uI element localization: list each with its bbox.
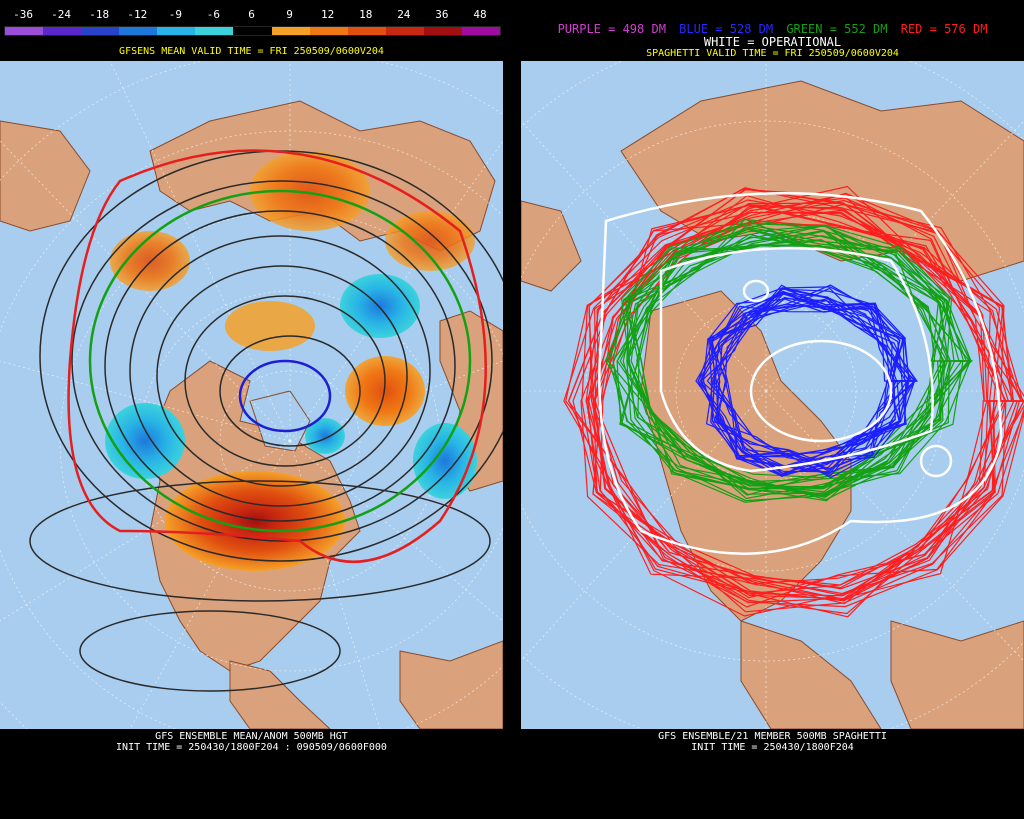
spaghetti-footer-title: GFS ENSEMBLE/21 MEMBER 500MB SPAGHETTI [658, 731, 887, 742]
legend-label: 48 [473, 8, 487, 21]
legend-swatch [195, 27, 234, 35]
anomaly-legend-labels: -36 -24 -18 -12 -9 -6 6 9 12 18 24 36 48 [4, 7, 499, 23]
legend-label: -9 [168, 8, 182, 21]
spaghetti-552-members [604, 218, 974, 503]
operational-key: WHITE = OPERATIONAL [703, 35, 842, 49]
spaghetti-map [521, 61, 1024, 729]
legend-swatch [271, 27, 310, 35]
legend-label: -18 [89, 8, 110, 21]
spaghetti-member-line [711, 287, 905, 477]
legend-swatch [43, 27, 82, 35]
spaghetti-member-line [592, 188, 1007, 615]
spaghetti-footer-init: INIT TIME = 250430/1800F204 [691, 742, 854, 753]
legend-swatch [5, 27, 44, 35]
spaghetti-member-line [563, 203, 1024, 586]
height-anomalies [105, 151, 477, 571]
spaghetti-member-line [568, 192, 985, 595]
legend-swatch [81, 27, 120, 35]
spaghetti-member-line [616, 230, 953, 479]
ensemble-mean-panel: -36 -24 -18 -12 -9 -6 6 9 12 18 24 36 48 GFSENS MEAN… [0, 0, 503, 819]
legend-label: 36 [435, 8, 449, 21]
legend-swatch [309, 27, 348, 35]
contour-key-blue: BLUE = 528 DM [679, 22, 774, 36]
contour-528 [238, 359, 332, 433]
legend-label: -24 [51, 8, 72, 21]
contour-key-red: RED = 576 DM [900, 22, 988, 36]
spaghetti-member-line [622, 224, 946, 496]
spaghetti-valid-time: SPAGHETTI VALID TIME = FRI 250509/0600V2… [646, 48, 899, 59]
spaghetti-member-line [572, 188, 1006, 604]
legend-label: -12 [127, 8, 148, 21]
spaghetti-member-line [711, 290, 901, 476]
spaghetti-member-line [620, 239, 972, 498]
legend-label: 18 [359, 8, 373, 21]
mean-footer-init: INIT TIME = 250430/1800F204 : 090509/060… [116, 742, 387, 753]
contour-key: PURPLE = 498 DM BLUE = 528 DM GREEN = 55… [521, 22, 1024, 36]
mean-footer-title: GFS ENSEMBLE MEAN/ANOM 500MB HGT [155, 731, 348, 742]
legend-swatch [233, 27, 272, 35]
spaghetti-member-line [588, 187, 1019, 602]
ensemble-mean-map [0, 61, 503, 729]
spaghetti-member-line [608, 226, 972, 489]
spaghetti-member-line [604, 218, 972, 502]
spaghetti-member-line [710, 305, 915, 477]
spaghetti-member-line [619, 236, 949, 501]
spaghetti-528-members [695, 284, 919, 479]
contour-key-purple: PURPLE = 498 DM [557, 22, 666, 36]
legend-swatch [157, 27, 196, 35]
spaghetti-member-line [580, 202, 1023, 601]
contour-552 [88, 189, 472, 533]
contour-key-green: GREEN = 552 DM [786, 22, 888, 36]
spaghetti-member-line [596, 199, 1005, 599]
spaghetti-576-members [563, 185, 1024, 618]
legend-label: -36 [13, 8, 33, 21]
spaghetti-member-line [716, 287, 917, 455]
legend-swatch [347, 27, 386, 35]
spaghetti-member-line [636, 230, 971, 497]
contour-576 [67, 149, 487, 564]
legend-label: 6 [248, 8, 255, 21]
mean-valid-time: GFSENS MEAN VALID TIME = FRI 250509/0600… [119, 46, 384, 57]
legend-label: 9 [286, 8, 293, 21]
anomaly-color-legend [4, 26, 501, 36]
legend-label: 12 [321, 8, 335, 21]
legend-swatch [423, 27, 462, 35]
legend-swatch [119, 27, 158, 35]
spaghetti-member-line [612, 224, 972, 483]
operational-contours [598, 191, 1003, 555]
spaghetti-member-line [585, 205, 998, 600]
spaghetti-panel: PURPLE = 498 DM BLUE = 528 DM GREEN = 55… [521, 0, 1024, 819]
spaghetti-member-line [710, 284, 916, 464]
spaghetti-member-line [637, 228, 968, 502]
spaghetti-member-line [707, 298, 911, 474]
legend-label: -6 [206, 8, 221, 21]
legend-swatch [385, 27, 424, 35]
legend-swatch [461, 27, 501, 35]
legend-label: 24 [397, 8, 411, 21]
